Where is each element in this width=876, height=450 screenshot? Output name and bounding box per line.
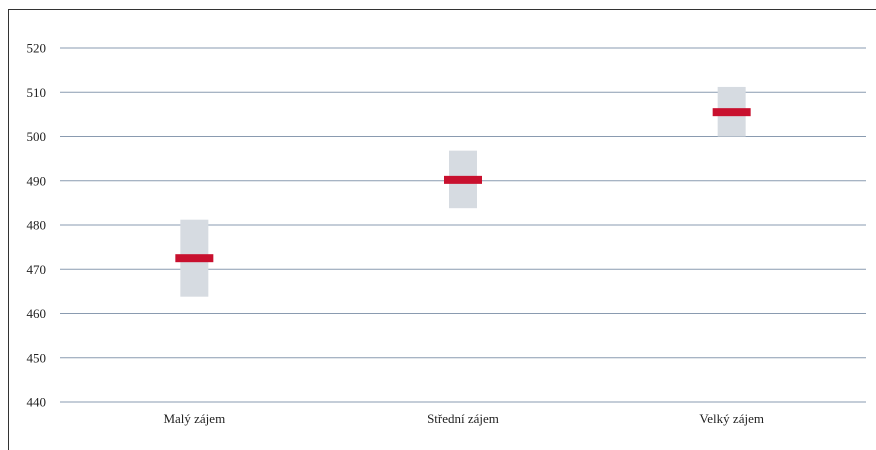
y-tick-label: 470 — [27, 262, 47, 277]
y-axis-tick-labels: 440 450 460 470 480 490 500 510 520 — [27, 41, 47, 410]
y-tick-label: 490 — [27, 173, 47, 188]
point-marker — [712, 108, 751, 117]
y-tick-label: 450 — [27, 350, 47, 365]
chart-frame — [8, 9, 876, 450]
y-tick-label: 480 — [27, 218, 47, 233]
point-marker — [175, 254, 214, 263]
point-marker — [444, 175, 482, 184]
x-tick-label: Velký zájem — [699, 411, 764, 426]
y-tick-label: 510 — [27, 85, 47, 100]
y-tick-label: 460 — [27, 306, 47, 321]
point-markers — [175, 108, 751, 263]
y-tick-label: 500 — [27, 129, 47, 144]
y-tick-label: 440 — [27, 395, 47, 410]
x-axis-tick-labels: Malý zájem Střední zájem Velký zájem — [163, 411, 764, 426]
x-tick-label: Střední zájem — [427, 411, 499, 426]
y-tick-label: 520 — [27, 41, 47, 56]
x-tick-label: Malý zájem — [163, 411, 225, 426]
range-bars — [180, 86, 746, 297]
